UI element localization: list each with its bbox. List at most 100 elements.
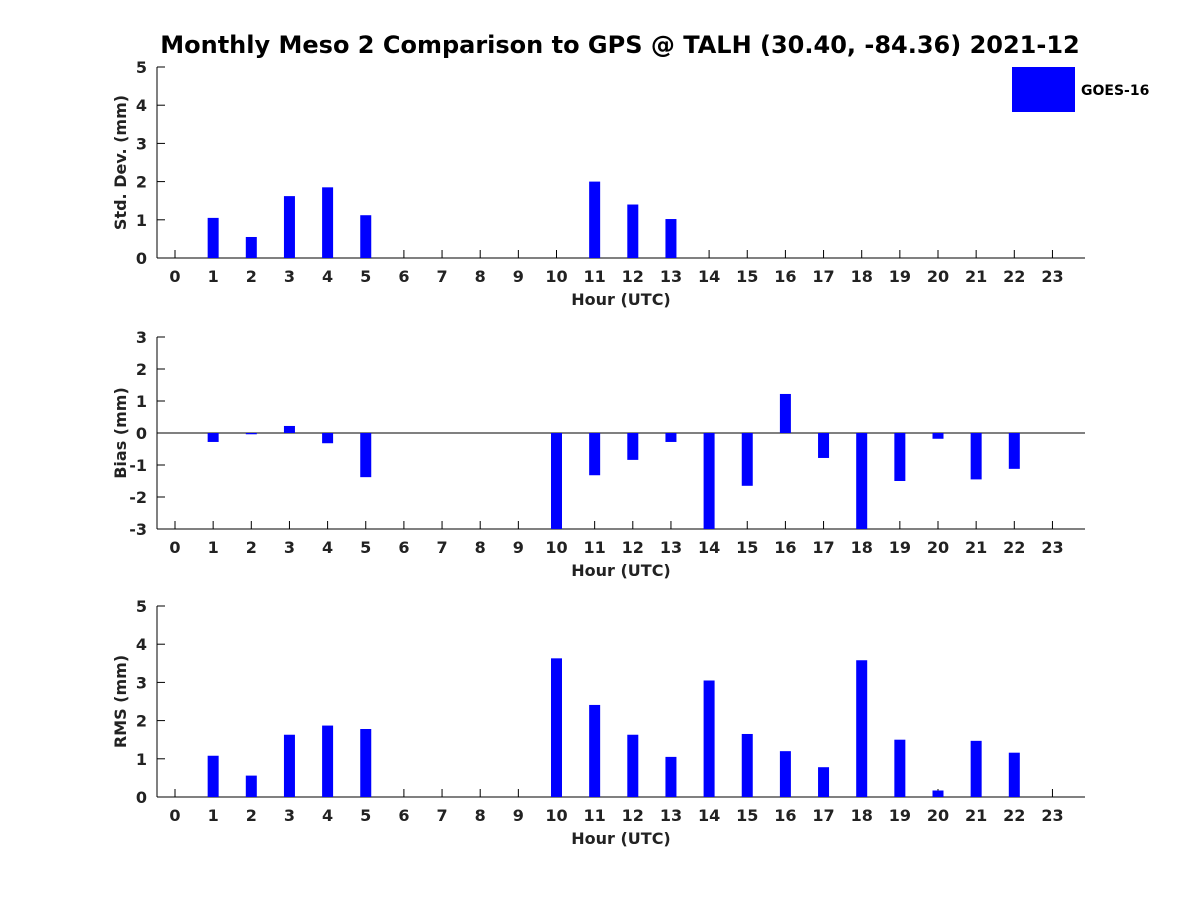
chart-title: Monthly Meso 2 Comparison to GPS @ TALH …	[160, 31, 1079, 59]
y-tick-label: 2	[136, 360, 147, 379]
x-tick-label: 12	[622, 806, 644, 825]
bar-hour-11	[589, 704, 601, 797]
bar-hour-16	[779, 393, 791, 433]
legend-swatch	[1012, 67, 1075, 112]
x-axis-label: Hour (UTC)	[571, 561, 671, 580]
bar-hour-10	[551, 433, 562, 529]
y-tick-label: 5	[136, 58, 147, 77]
x-tick-label: 16	[774, 538, 796, 557]
y-tick-label: 1	[136, 211, 147, 230]
bar-hour-4	[322, 725, 334, 797]
x-tick-label: 16	[774, 806, 796, 825]
x-tick-label: 18	[851, 267, 873, 286]
bar-hour-14	[703, 680, 715, 797]
x-tick-label: 8	[475, 267, 486, 286]
x-tick-label: 16	[774, 267, 796, 286]
x-tick-label: 20	[927, 806, 949, 825]
x-tick-label: 19	[889, 267, 911, 286]
y-axis-label: Std. Dev. (mm)	[111, 95, 130, 230]
bar-hour-21	[970, 433, 982, 480]
x-tick-label: 7	[436, 267, 447, 286]
x-tick-label: 6	[398, 806, 409, 825]
x-tick-label: 17	[812, 267, 834, 286]
x-tick-label: 5	[360, 538, 371, 557]
y-tick-label: 0	[136, 249, 147, 268]
x-tick-label: 21	[965, 267, 987, 286]
y-tick-label: 5	[136, 597, 147, 616]
bar-hour-17	[818, 433, 830, 458]
x-tick-label: 17	[812, 806, 834, 825]
x-tick-label: 8	[475, 806, 486, 825]
x-tick-label: 21	[965, 806, 987, 825]
x-axis-label: Hour (UTC)	[571, 829, 671, 848]
x-tick-label: 22	[1003, 267, 1025, 286]
x-tick-label: 9	[513, 267, 524, 286]
bar-hour-12	[627, 433, 639, 460]
y-tick-label: -2	[129, 488, 147, 507]
bar-hour-1	[207, 755, 219, 797]
x-tick-label: 14	[698, 538, 720, 557]
bar-hour-20	[932, 433, 944, 439]
y-tick-label: 2	[136, 173, 147, 192]
x-tick-label: 6	[398, 538, 409, 557]
x-tick-label: 19	[889, 538, 911, 557]
x-tick-label: 4	[322, 267, 333, 286]
y-tick-label: 1	[136, 392, 147, 411]
bar-hour-19	[894, 739, 906, 797]
x-tick-label: 21	[965, 538, 987, 557]
y-tick-label: -3	[129, 520, 147, 539]
x-tick-label: 3	[284, 267, 295, 286]
bar-hour-13	[665, 756, 677, 797]
x-tick-label: 17	[812, 538, 834, 557]
y-tick-label: 3	[136, 673, 147, 692]
x-tick-label: 14	[698, 806, 720, 825]
x-tick-label: 5	[360, 267, 371, 286]
y-tick-label: 0	[136, 788, 147, 807]
x-tick-label: 11	[584, 806, 606, 825]
x-tick-label: 2	[246, 267, 257, 286]
bar-hour-19	[894, 433, 906, 481]
x-tick-label: 15	[736, 538, 758, 557]
x-tick-label: 23	[1041, 267, 1063, 286]
x-tick-label: 11	[584, 267, 606, 286]
bar-hour-11	[589, 181, 601, 258]
x-tick-label: 2	[246, 806, 257, 825]
x-tick-label: 22	[1003, 538, 1025, 557]
x-tick-label: 22	[1003, 806, 1025, 825]
x-tick-label: 4	[322, 538, 333, 557]
x-tick-label: 5	[360, 806, 371, 825]
x-tick-label: 19	[889, 806, 911, 825]
y-tick-label: 1	[136, 750, 147, 769]
x-tick-label: 10	[545, 806, 567, 825]
x-tick-label: 1	[208, 538, 219, 557]
y-tick-label: 3	[136, 328, 147, 347]
bar-hour-14	[703, 433, 715, 529]
x-tick-label: 3	[284, 806, 295, 825]
x-tick-label: 1	[208, 267, 219, 286]
x-tick-label: 13	[660, 806, 682, 825]
bar-hour-16	[779, 751, 791, 797]
x-tick-label: 14	[698, 267, 720, 286]
x-tick-label: 15	[736, 267, 758, 286]
y-tick-label: 3	[136, 134, 147, 153]
x-tick-label: 9	[513, 806, 524, 825]
bar-hour-12	[627, 204, 639, 258]
bar-hour-21	[970, 740, 982, 797]
bar-hour-13	[665, 433, 677, 442]
y-tick-label: 2	[136, 712, 147, 731]
x-tick-label: 4	[322, 806, 333, 825]
y-tick-label: 4	[136, 635, 147, 654]
bar-hour-18	[856, 660, 868, 797]
bar-hour-5	[360, 433, 372, 478]
x-tick-label: 15	[736, 806, 758, 825]
legend: GOES-16	[1012, 67, 1149, 112]
x-tick-label: 0	[169, 538, 180, 557]
x-tick-label: 2	[246, 538, 257, 557]
bar-hour-4	[322, 433, 334, 444]
bar-hour-3	[283, 425, 295, 433]
x-tick-label: 12	[622, 538, 644, 557]
